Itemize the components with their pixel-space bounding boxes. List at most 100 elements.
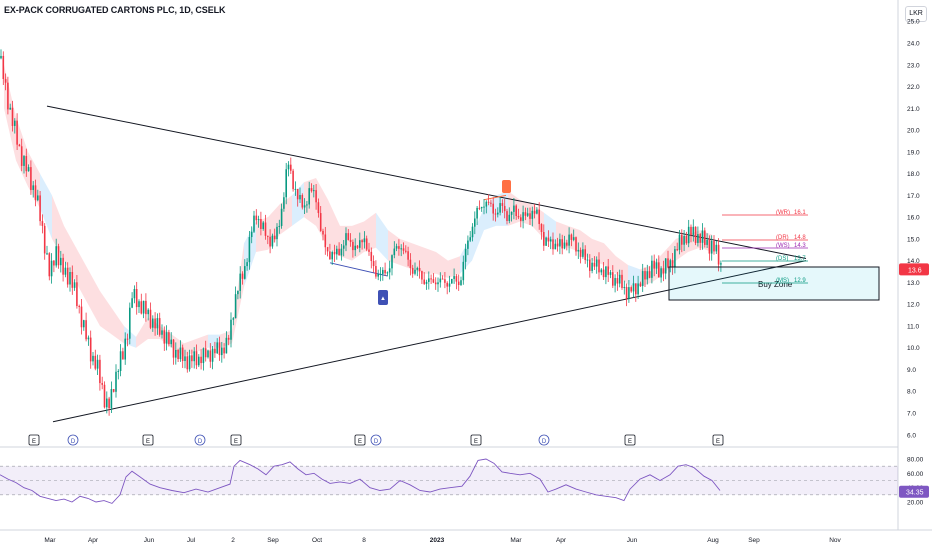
candle-body (170, 339, 172, 345)
price-tick-label: 14.0 (907, 258, 920, 265)
currency-button[interactable]: LKR (905, 6, 927, 22)
candle-body (372, 261, 375, 267)
candle-body (423, 279, 425, 284)
earnings-marker[interactable] (142, 434, 154, 446)
candle-body (655, 262, 658, 269)
candle-body (41, 221, 44, 226)
earnings-marker[interactable] (712, 434, 724, 446)
price-tick-label: 23.0 (907, 62, 920, 69)
candle-body (439, 278, 442, 283)
candle-body (9, 107, 11, 110)
candle-body (223, 347, 225, 354)
candle-body (614, 278, 616, 286)
dividend-marker[interactable] (538, 434, 550, 446)
event-marker-letter: E (146, 439, 150, 445)
candle-body (694, 226, 697, 243)
candle-body (278, 225, 281, 227)
candle-body (713, 240, 715, 252)
candle-body (690, 226, 692, 235)
earnings-marker[interactable] (470, 434, 482, 446)
divergence-line (329, 262, 388, 277)
last-price-badge (899, 263, 929, 276)
candle-body (687, 226, 690, 244)
earnings-marker[interactable] (28, 434, 40, 446)
candle-body (184, 356, 186, 362)
candle-body (632, 283, 635, 292)
cloud-segment (112, 308, 124, 344)
candle-body (515, 205, 517, 217)
candle-body (301, 195, 304, 208)
candle-body (536, 209, 538, 214)
candle-body (326, 247, 329, 252)
candle-body (186, 356, 189, 370)
candle-body (591, 262, 593, 271)
price-tick-label: 24.0 (907, 41, 920, 48)
price-tick-label: 16.0 (907, 215, 920, 222)
candle-body (156, 318, 159, 329)
candle-body (218, 342, 221, 356)
candle-body (398, 246, 400, 249)
candle-body (14, 120, 16, 126)
candle-body (181, 347, 184, 362)
candle-body (409, 259, 412, 268)
candle-body (340, 248, 343, 256)
candle-body (310, 188, 313, 192)
candle-body (209, 350, 212, 362)
candle-body (237, 290, 239, 295)
candle-body (648, 271, 651, 278)
candle-body (99, 359, 101, 384)
candle-body (83, 320, 85, 328)
candle-body (621, 274, 623, 289)
candle-body (579, 249, 582, 257)
candle-body (503, 205, 506, 212)
dividend-marker[interactable] (370, 434, 382, 446)
time-tick-label: Jun (144, 537, 155, 544)
candle-body (575, 237, 577, 252)
candle-body (287, 164, 290, 170)
candle-body (55, 246, 57, 266)
candle-body (434, 282, 437, 285)
candle-body (363, 238, 366, 243)
candle-body (676, 249, 678, 251)
candle-body (667, 258, 669, 268)
price-tick-label: 25.0 (907, 19, 920, 26)
candle-body (467, 240, 469, 249)
candle-body (671, 260, 674, 268)
news-flag-marker[interactable] (378, 290, 388, 305)
candle-body (720, 263, 722, 265)
candle-body (425, 281, 428, 284)
candle-body (253, 215, 255, 232)
candle-body (285, 169, 287, 198)
candle-body (577, 249, 580, 252)
candle-body (234, 294, 237, 319)
earnings-marker[interactable] (354, 434, 366, 446)
candle-body (490, 202, 492, 204)
candle-body (637, 283, 639, 295)
candle-body (46, 253, 48, 255)
resistance-trendline (46, 105, 807, 259)
candle-body (198, 356, 200, 366)
time-tick-label: Oct (312, 537, 322, 544)
candle-body (80, 306, 83, 328)
candle-body (664, 258, 667, 274)
dividend-marker[interactable] (67, 434, 79, 446)
candle-body (609, 272, 612, 275)
candle-body (147, 309, 149, 315)
candle-body (563, 242, 566, 249)
candle-body (30, 167, 32, 190)
candle-body (641, 271, 644, 287)
earnings-marker[interactable] (230, 434, 242, 446)
cloud-segment (484, 195, 496, 231)
candle-body (492, 203, 494, 214)
dividend-marker[interactable] (194, 434, 206, 446)
candle-body (692, 226, 695, 235)
candle-body (430, 278, 432, 280)
earnings-marker[interactable] (624, 434, 636, 446)
candle-body (333, 251, 336, 255)
candle-body (202, 348, 205, 364)
cloud-segment (376, 212, 388, 261)
candle-body (566, 242, 568, 246)
candle-body (708, 239, 711, 254)
candle-body (71, 272, 74, 288)
